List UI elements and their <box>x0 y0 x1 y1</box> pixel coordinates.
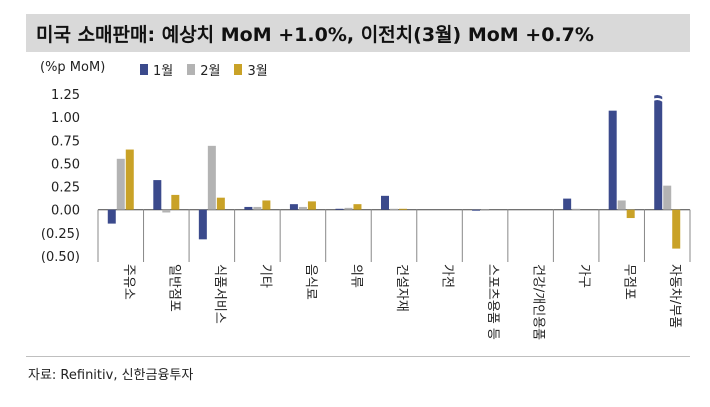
chart-title: 미국 소매판매: 예상치 MoM +1.0%, 이전치(3월) MoM +0.7… <box>36 24 594 46</box>
x-tick-label: 무점포 <box>622 264 637 300</box>
bar-jan <box>563 198 572 210</box>
y-tick-label: (0.25) <box>41 227 80 242</box>
y-tick-label: 1.00 <box>51 111 80 126</box>
bar-mar <box>672 209 681 249</box>
bar-feb <box>207 145 216 210</box>
bar-feb <box>390 208 398 210</box>
bar-mar <box>216 197 225 210</box>
bar-mar <box>626 209 635 219</box>
bar-feb <box>663 185 672 210</box>
bar-feb <box>617 200 626 210</box>
axis-break-marker <box>650 93 664 102</box>
x-tick-label: 가구 <box>576 264 591 288</box>
y-tick-label: 0.50 <box>51 157 80 172</box>
y-tick-label: 0.00 <box>51 204 80 219</box>
legend-swatch-mar <box>234 64 243 75</box>
x-tick-label: 스포츠용품 등 <box>485 264 500 340</box>
bottom-rule <box>26 356 690 357</box>
bar-jan <box>608 110 617 210</box>
bar-feb <box>116 158 125 210</box>
legend-label-feb: 2월 <box>200 64 221 79</box>
bar-mar <box>262 200 271 210</box>
bar-jan <box>381 195 389 210</box>
bar-mar <box>125 149 134 210</box>
y-tick-label: (0.50) <box>41 250 80 265</box>
bar-feb <box>253 206 262 210</box>
title-bar: 미국 소매판매: 예상치 MoM +1.0%, 이전치(3월) MoM +0.7… <box>26 14 690 52</box>
bar-jan <box>472 209 481 211</box>
bar-mar <box>307 201 316 210</box>
bar-feb <box>298 206 307 210</box>
bar-jan <box>153 180 162 210</box>
legend-item-feb: 2월 <box>187 60 220 79</box>
bar-jan <box>198 209 207 240</box>
bar-feb <box>162 209 171 213</box>
legend: 1월 2월 3월 <box>140 60 268 79</box>
bar-mar <box>399 208 407 210</box>
source-note: 자료: Refinitiv, 신한금융투자 <box>28 368 194 383</box>
y-tick-label: 0.25 <box>51 181 80 196</box>
x-tick-label: 기타 <box>257 264 272 288</box>
x-tick-label: 일반점포 <box>166 264 181 312</box>
legend-swatch-feb <box>187 64 196 75</box>
legend-item-jan: 1월 <box>140 60 173 79</box>
y-tick-label: 0.75 <box>51 134 80 149</box>
x-tick-label: 건강/개인용품 <box>531 264 546 340</box>
legend-item-mar: 3월 <box>234 60 268 79</box>
y-unit-label: (%p MoM) <box>40 60 106 75</box>
bar-jan <box>244 206 253 210</box>
bar-jan <box>289 204 298 210</box>
bar-jan <box>107 209 116 224</box>
bar-feb <box>481 209 490 211</box>
x-tick-label: 식품서비스 <box>212 264 227 324</box>
x-tick-label: 주유소 <box>121 264 136 300</box>
bar-jan <box>654 94 663 210</box>
x-tick-label: 음식료 <box>303 264 318 300</box>
bar-feb <box>344 207 353 210</box>
x-tick-label: 건설자재 <box>394 264 409 312</box>
bar-feb <box>572 208 581 210</box>
y-tick-label: 1.25 <box>51 88 80 103</box>
legend-label-jan: 1월 <box>153 64 174 79</box>
bar-mar <box>353 204 362 210</box>
x-tick-label: 의류 <box>348 264 363 288</box>
legend-swatch-jan <box>140 64 148 75</box>
legend-label-mar: 3월 <box>247 64 268 79</box>
bar-mar <box>171 194 180 210</box>
x-tick-label: 가전 <box>440 264 455 288</box>
x-tick-label: 자동차/부품 <box>667 264 682 328</box>
bar-jan <box>335 208 344 210</box>
